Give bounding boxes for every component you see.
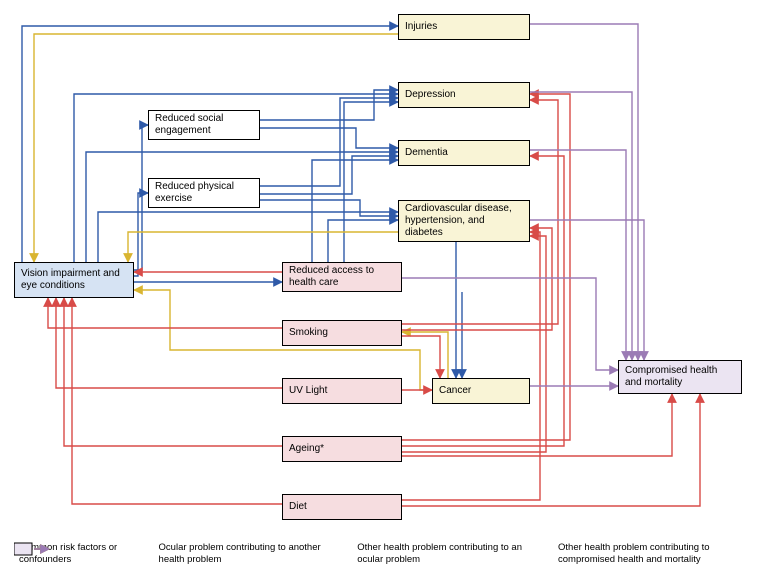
edge	[48, 298, 282, 328]
legend-swatch	[14, 542, 52, 556]
edge	[402, 332, 448, 378]
node-label: Reduced social engagement	[155, 113, 253, 137]
node-label: UV Light	[289, 385, 327, 397]
edge	[56, 298, 282, 388]
node-smoking: Smoking	[282, 320, 402, 346]
edge	[402, 336, 440, 378]
node-exercise: Reduced physical exercise	[148, 178, 260, 208]
node-injuries: Injuries	[398, 14, 530, 40]
edge	[530, 220, 644, 360]
node-label: Cardiovascular disease, hypertension, an…	[405, 203, 523, 239]
node-label: Smoking	[289, 327, 328, 339]
node-label: Injuries	[405, 21, 437, 33]
node-vision: Vision impairment and eye conditions	[14, 262, 134, 298]
node-dementia: Dementia	[398, 140, 530, 166]
legend-label: Ocular problem contributing to another h…	[159, 542, 339, 566]
legend-item: Ocular problem contributing to another h…	[154, 542, 339, 566]
edge	[530, 150, 626, 360]
node-compromised: Compromised health and mortality	[618, 360, 742, 394]
edge	[134, 193, 148, 276]
edge	[402, 228, 552, 330]
edge	[328, 220, 398, 262]
node-label: Cancer	[439, 385, 471, 397]
legend-label: Other health problem contributing to com…	[558, 542, 743, 566]
node-label: Diet	[289, 501, 307, 513]
edge	[312, 160, 398, 262]
node-label: Reduced access to health care	[289, 265, 395, 289]
diagram-canvas: Vision impairment and eye conditions Redu…	[0, 0, 757, 574]
edge	[128, 232, 398, 262]
node-diet: Diet	[282, 494, 402, 520]
node-access: Reduced access to health care	[282, 262, 402, 292]
edge	[134, 125, 148, 270]
node-label: Depression	[405, 89, 456, 101]
node-label: Ageing*	[289, 443, 324, 455]
node-label: Vision impairment and eye conditions	[21, 268, 127, 292]
edge	[260, 98, 398, 186]
legend: Common risk factors or confoundersOcular…	[14, 542, 743, 566]
node-social: Reduced social engagement	[148, 110, 260, 140]
node-cvd: Cardiovascular disease, hypertension, an…	[398, 200, 530, 242]
node-ageing: Ageing*	[282, 436, 402, 462]
legend-label: Other health problem contributing to an …	[357, 542, 539, 566]
node-cancer: Cancer	[432, 378, 530, 404]
edge	[260, 156, 398, 194]
edge	[260, 200, 398, 216]
node-uv: UV Light	[282, 378, 402, 404]
legend-item: Other health problem contributing to com…	[553, 542, 743, 566]
edge	[402, 394, 700, 506]
edge	[260, 128, 398, 148]
node-label: Dementia	[405, 147, 448, 159]
legend-item: Other health problem contributing to an …	[352, 542, 539, 566]
edge	[22, 26, 398, 262]
edge	[402, 236, 546, 452]
edge	[402, 232, 540, 500]
node-label: Reduced physical exercise	[155, 181, 253, 205]
node-depression: Depression	[398, 82, 530, 108]
node-label: Compromised health and mortality	[625, 365, 735, 389]
edge	[72, 298, 282, 504]
edge	[64, 298, 282, 446]
